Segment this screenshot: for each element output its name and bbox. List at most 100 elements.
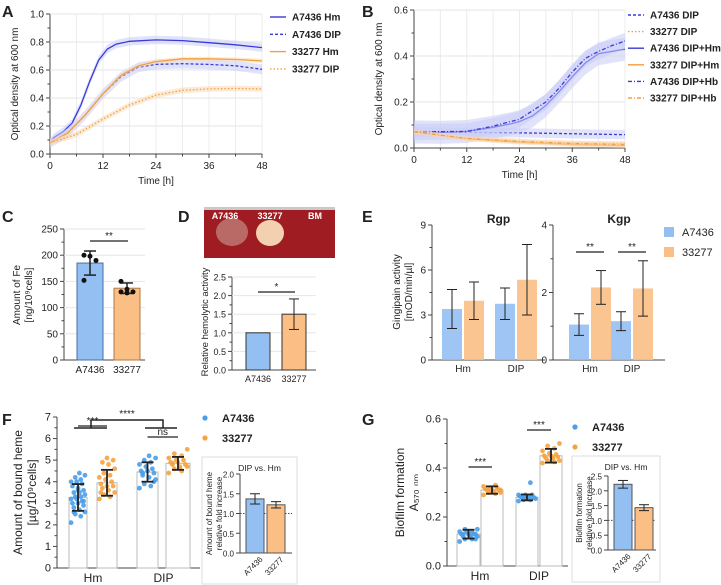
y-tick-label: 0 (52, 356, 58, 367)
x-tick-label: 36 (203, 161, 215, 172)
data-point (540, 448, 545, 454)
y-tick-label: 6 (45, 433, 51, 445)
y-axis-label: Biofilm formation (393, 448, 407, 537)
data-point (140, 470, 146, 476)
y-tick-label: 0.6 (30, 66, 44, 77)
y-tick-label: 9 (420, 221, 426, 232)
data-point (151, 470, 157, 476)
data-point (118, 278, 124, 284)
data-point (540, 460, 545, 466)
bar (442, 309, 462, 360)
subplot-title: Rgp (487, 212, 510, 226)
y-tick-label: 7 (45, 412, 51, 424)
data-point (149, 466, 155, 472)
y-axis-label: Amount of Fe (12, 265, 23, 325)
y-tick-label: 0.4 (426, 463, 441, 475)
panel-label: B (362, 4, 374, 21)
y-axis-label: Amount of bound heme (11, 430, 25, 555)
legend-swatch (664, 247, 674, 257)
bar (633, 288, 653, 360)
y-axis-label: A₅₇₀ ₙₘ (407, 474, 421, 512)
data-point (112, 490, 118, 495)
hemolysis-zone (216, 218, 248, 246)
data-point (104, 455, 110, 461)
bar (113, 287, 141, 361)
data-point (527, 480, 533, 486)
x-tick-label: Hm (582, 364, 598, 375)
x-tick-label: DIP (529, 569, 549, 583)
series-line (49, 87, 263, 144)
y-tick-label: 0.0 (213, 366, 226, 376)
error-band (50, 58, 262, 148)
error-band (414, 129, 625, 147)
bar (495, 303, 515, 360)
data-point (101, 470, 107, 476)
legend-label: 33277 DIP (650, 27, 698, 38)
data-point (76, 470, 82, 476)
data-point (516, 498, 521, 504)
data-point (124, 286, 130, 292)
data-point (124, 290, 130, 296)
legend-label: A7436 DIP (650, 11, 699, 22)
panel-label: E (362, 209, 373, 226)
data-point (130, 289, 136, 295)
legend-marker (572, 444, 578, 450)
y-axis-label: Optical density at 600 nm (374, 23, 385, 136)
data-point (81, 252, 87, 258)
data-point (141, 481, 147, 487)
data-point (81, 498, 86, 504)
y-tick-label: 2.5 (213, 273, 226, 283)
y-tick-label: 0.0 (591, 547, 603, 556)
data-point (153, 455, 158, 461)
y-tick-label: 2.5 (591, 473, 603, 482)
significance-label: ** (105, 231, 113, 242)
y-tick-label: 1 (45, 541, 51, 553)
y-tick-label: 100 (41, 303, 58, 314)
bar (517, 279, 537, 360)
x-tick-label: 48 (256, 161, 268, 172)
y-tick-label: 0.5 (223, 530, 235, 539)
data-point (541, 453, 547, 459)
subplot-title: Kgp (607, 212, 630, 226)
bar (591, 287, 611, 360)
inset-title: DIP vs. Hm (605, 462, 648, 472)
y-tick-label: 1.5 (213, 310, 226, 320)
y-tick-label: 2.0 (591, 487, 603, 496)
data-point (182, 462, 188, 467)
y-tick-label: 1.0 (30, 10, 44, 21)
y-tick-label: 0.0 (394, 144, 408, 155)
y-axis-label: [mOD/min/µl] (404, 263, 415, 322)
data-point (166, 470, 172, 476)
data-point (112, 466, 118, 472)
data-point (166, 455, 172, 461)
y-tick-label: 0.5 (213, 347, 226, 357)
legend-marker (202, 415, 208, 421)
significance-label: *** (533, 420, 545, 431)
bar (76, 262, 104, 361)
series-line (49, 39, 263, 144)
legend-label: 33277 Hm (292, 47, 339, 58)
x-tick-label: 36 (567, 155, 579, 166)
significance-label: ns (157, 427, 168, 438)
legend-label: 33277 (592, 442, 623, 454)
x-tick-label: Hm (455, 364, 471, 375)
y-tick-label: 250 (41, 225, 58, 236)
data-point (171, 451, 177, 457)
x-tick-label: 24 (150, 161, 162, 172)
data-point (557, 441, 562, 446)
y-tick-label: 2 (45, 519, 51, 531)
data-point (146, 453, 152, 459)
data-point (87, 253, 93, 259)
data-point (110, 457, 116, 463)
data-point (107, 472, 113, 478)
y-tick-label: 0 (541, 356, 547, 367)
legend-label: A7436 DIP (292, 30, 341, 41)
y-tick-label: 0.0 (223, 550, 235, 559)
data-point (78, 513, 84, 519)
series-line (49, 58, 263, 144)
y-tick-label: 0.2 (394, 98, 408, 109)
y-tick-label: 2.0 (213, 291, 226, 301)
y-tick-label: 0.6 (394, 6, 408, 17)
panel-label: A (2, 4, 14, 21)
x-tick-label: DIP (153, 571, 173, 585)
